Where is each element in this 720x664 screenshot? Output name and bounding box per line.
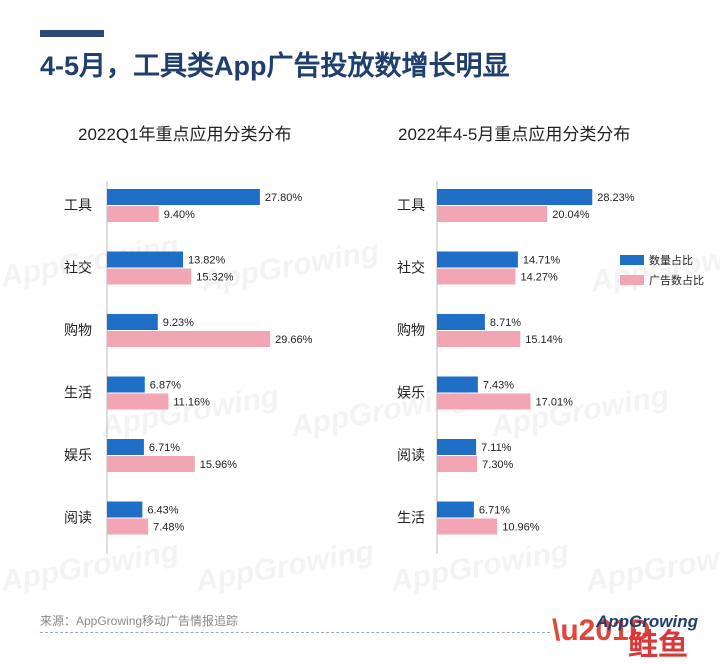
chart-1-data-label-quantity: 6.43% — [147, 505, 178, 517]
chart-2-bar-quantity — [437, 189, 593, 205]
chart-2-bar-ad — [437, 331, 521, 347]
chart-2-data-label-quantity: 7.43% — [483, 380, 514, 392]
chart-1-bar-quantity — [107, 501, 143, 518]
chart-1-category-label: 娱乐 — [64, 447, 92, 463]
chart-1-data-label-ad: 15.32% — [196, 272, 234, 284]
source-note: 来源：AppGrowing移动广告情报追踪 — [40, 614, 239, 628]
chart-1-bar-ad — [107, 268, 192, 285]
chart-2-bar-ad — [437, 456, 478, 472]
legend-swatch-quantity — [620, 255, 644, 265]
chart-1-data-label-quantity: 13.82% — [188, 255, 226, 267]
legend-swatch-ad — [620, 275, 644, 285]
chart-2-category-label: 阅读 — [397, 447, 425, 463]
chart-1-category-label: 社交 — [64, 260, 92, 276]
chart-1-title: 2022Q1年重点应用分类分布 — [78, 125, 292, 144]
chart-2-bar-quantity — [437, 501, 474, 518]
chart-legend: 数量占比 广告数占比 — [620, 250, 704, 290]
chart-1-bar-ad — [107, 456, 195, 472]
logo: \u201D AppGrowing 鲑鱼 — [552, 606, 712, 662]
legend-label-quantity: 数量占比 — [649, 255, 693, 267]
chart-2-data-label-quantity: 7.11% — [481, 442, 512, 454]
chart-1-bar-quantity — [107, 376, 145, 393]
chart-2-data-label-quantity: 8.71% — [490, 317, 521, 329]
chart-1-bar-quantity — [107, 314, 158, 330]
chart-2-data-label-ad: 20.04% — [552, 209, 590, 221]
chart-2-category-label: 娱乐 — [397, 385, 425, 401]
chart-2-bar-ad — [437, 518, 498, 535]
chart-2-bar-quantity — [437, 314, 485, 330]
chart-2-data-label-quantity: 28.23% — [597, 192, 635, 204]
chart-2-category-label: 工具 — [397, 197, 425, 213]
chart-1-bar-quantity — [107, 439, 144, 455]
chart-2-data-label-quantity: 6.71% — [479, 505, 510, 517]
legend-label-ad: 广告数占比 — [649, 275, 704, 287]
chart-2-category-label: 社交 — [397, 260, 425, 276]
chart-1-data-label-ad: 7.48% — [153, 522, 184, 534]
chart-2-data-label-ad: 14.27% — [520, 272, 558, 284]
chart-1-data-label-ad: 29.66% — [275, 334, 313, 346]
page-title: 4-5月，工具类App广告投放数增长明显 — [40, 51, 510, 81]
chart-1-category-label: 工具 — [64, 197, 92, 213]
chart-1-data-label-quantity: 9.23% — [163, 317, 194, 329]
chart-1-bar-quantity — [107, 251, 184, 268]
chart-1-bar-ad — [107, 206, 159, 222]
title-accent-bar — [40, 30, 104, 37]
chart-2-title: 2022年4-5月重点应用分类分布 — [398, 125, 631, 144]
logo-brand-text: AppGrowing — [596, 612, 698, 631]
chart-1-data-label-ad: 11.16% — [173, 397, 210, 409]
chart-2-bar-quantity — [437, 439, 477, 455]
chart-1-category-label: 购物 — [64, 322, 92, 338]
legend-item-ad: 广告数占比 — [620, 270, 704, 290]
footer-divider — [40, 632, 550, 633]
chart-1-bar-ad — [107, 331, 271, 347]
chart-1-data-label-quantity: 6.71% — [149, 442, 180, 454]
chart-2-data-label-ad: 17.01% — [536, 397, 574, 409]
chart-2-bar-ad — [437, 206, 548, 222]
chart-2-bar-ad — [437, 393, 531, 410]
chart-1-data-label-quantity: 6.87% — [150, 380, 181, 392]
chart-1-category-label: 阅读 — [64, 510, 92, 526]
chart-1-data-label-quantity: 27.80% — [265, 192, 303, 204]
chart-1-category-label: 生活 — [64, 385, 92, 401]
legend-item-quantity: 数量占比 — [620, 250, 704, 270]
chart-2-data-label-ad: 7.30% — [482, 459, 513, 471]
chart-2-data-label-ad: 15.14% — [525, 334, 563, 346]
chart-1-bar-ad — [107, 518, 149, 535]
chart-2-data-label-quantity: 14.71% — [523, 255, 561, 267]
chart-2-bar-quantity — [437, 251, 518, 268]
chart-2-bar-quantity — [437, 376, 478, 393]
logo-mark-icon: \u201D — [552, 614, 651, 647]
chart-2-category-label: 购物 — [397, 322, 425, 338]
chart-2-data-label-ad: 10.96% — [502, 522, 540, 534]
chart-2-category-label: 生活 — [397, 510, 425, 526]
chart-1-data-label-ad: 15.96% — [200, 459, 238, 471]
chart-1-bar-quantity — [107, 189, 260, 205]
chart-2-bar-ad — [437, 268, 516, 285]
chart-1-data-label-ad: 9.40% — [164, 209, 195, 221]
chart-1-bar-ad — [107, 393, 169, 410]
logo-sub-text: 鲑鱼 — [628, 629, 688, 662]
